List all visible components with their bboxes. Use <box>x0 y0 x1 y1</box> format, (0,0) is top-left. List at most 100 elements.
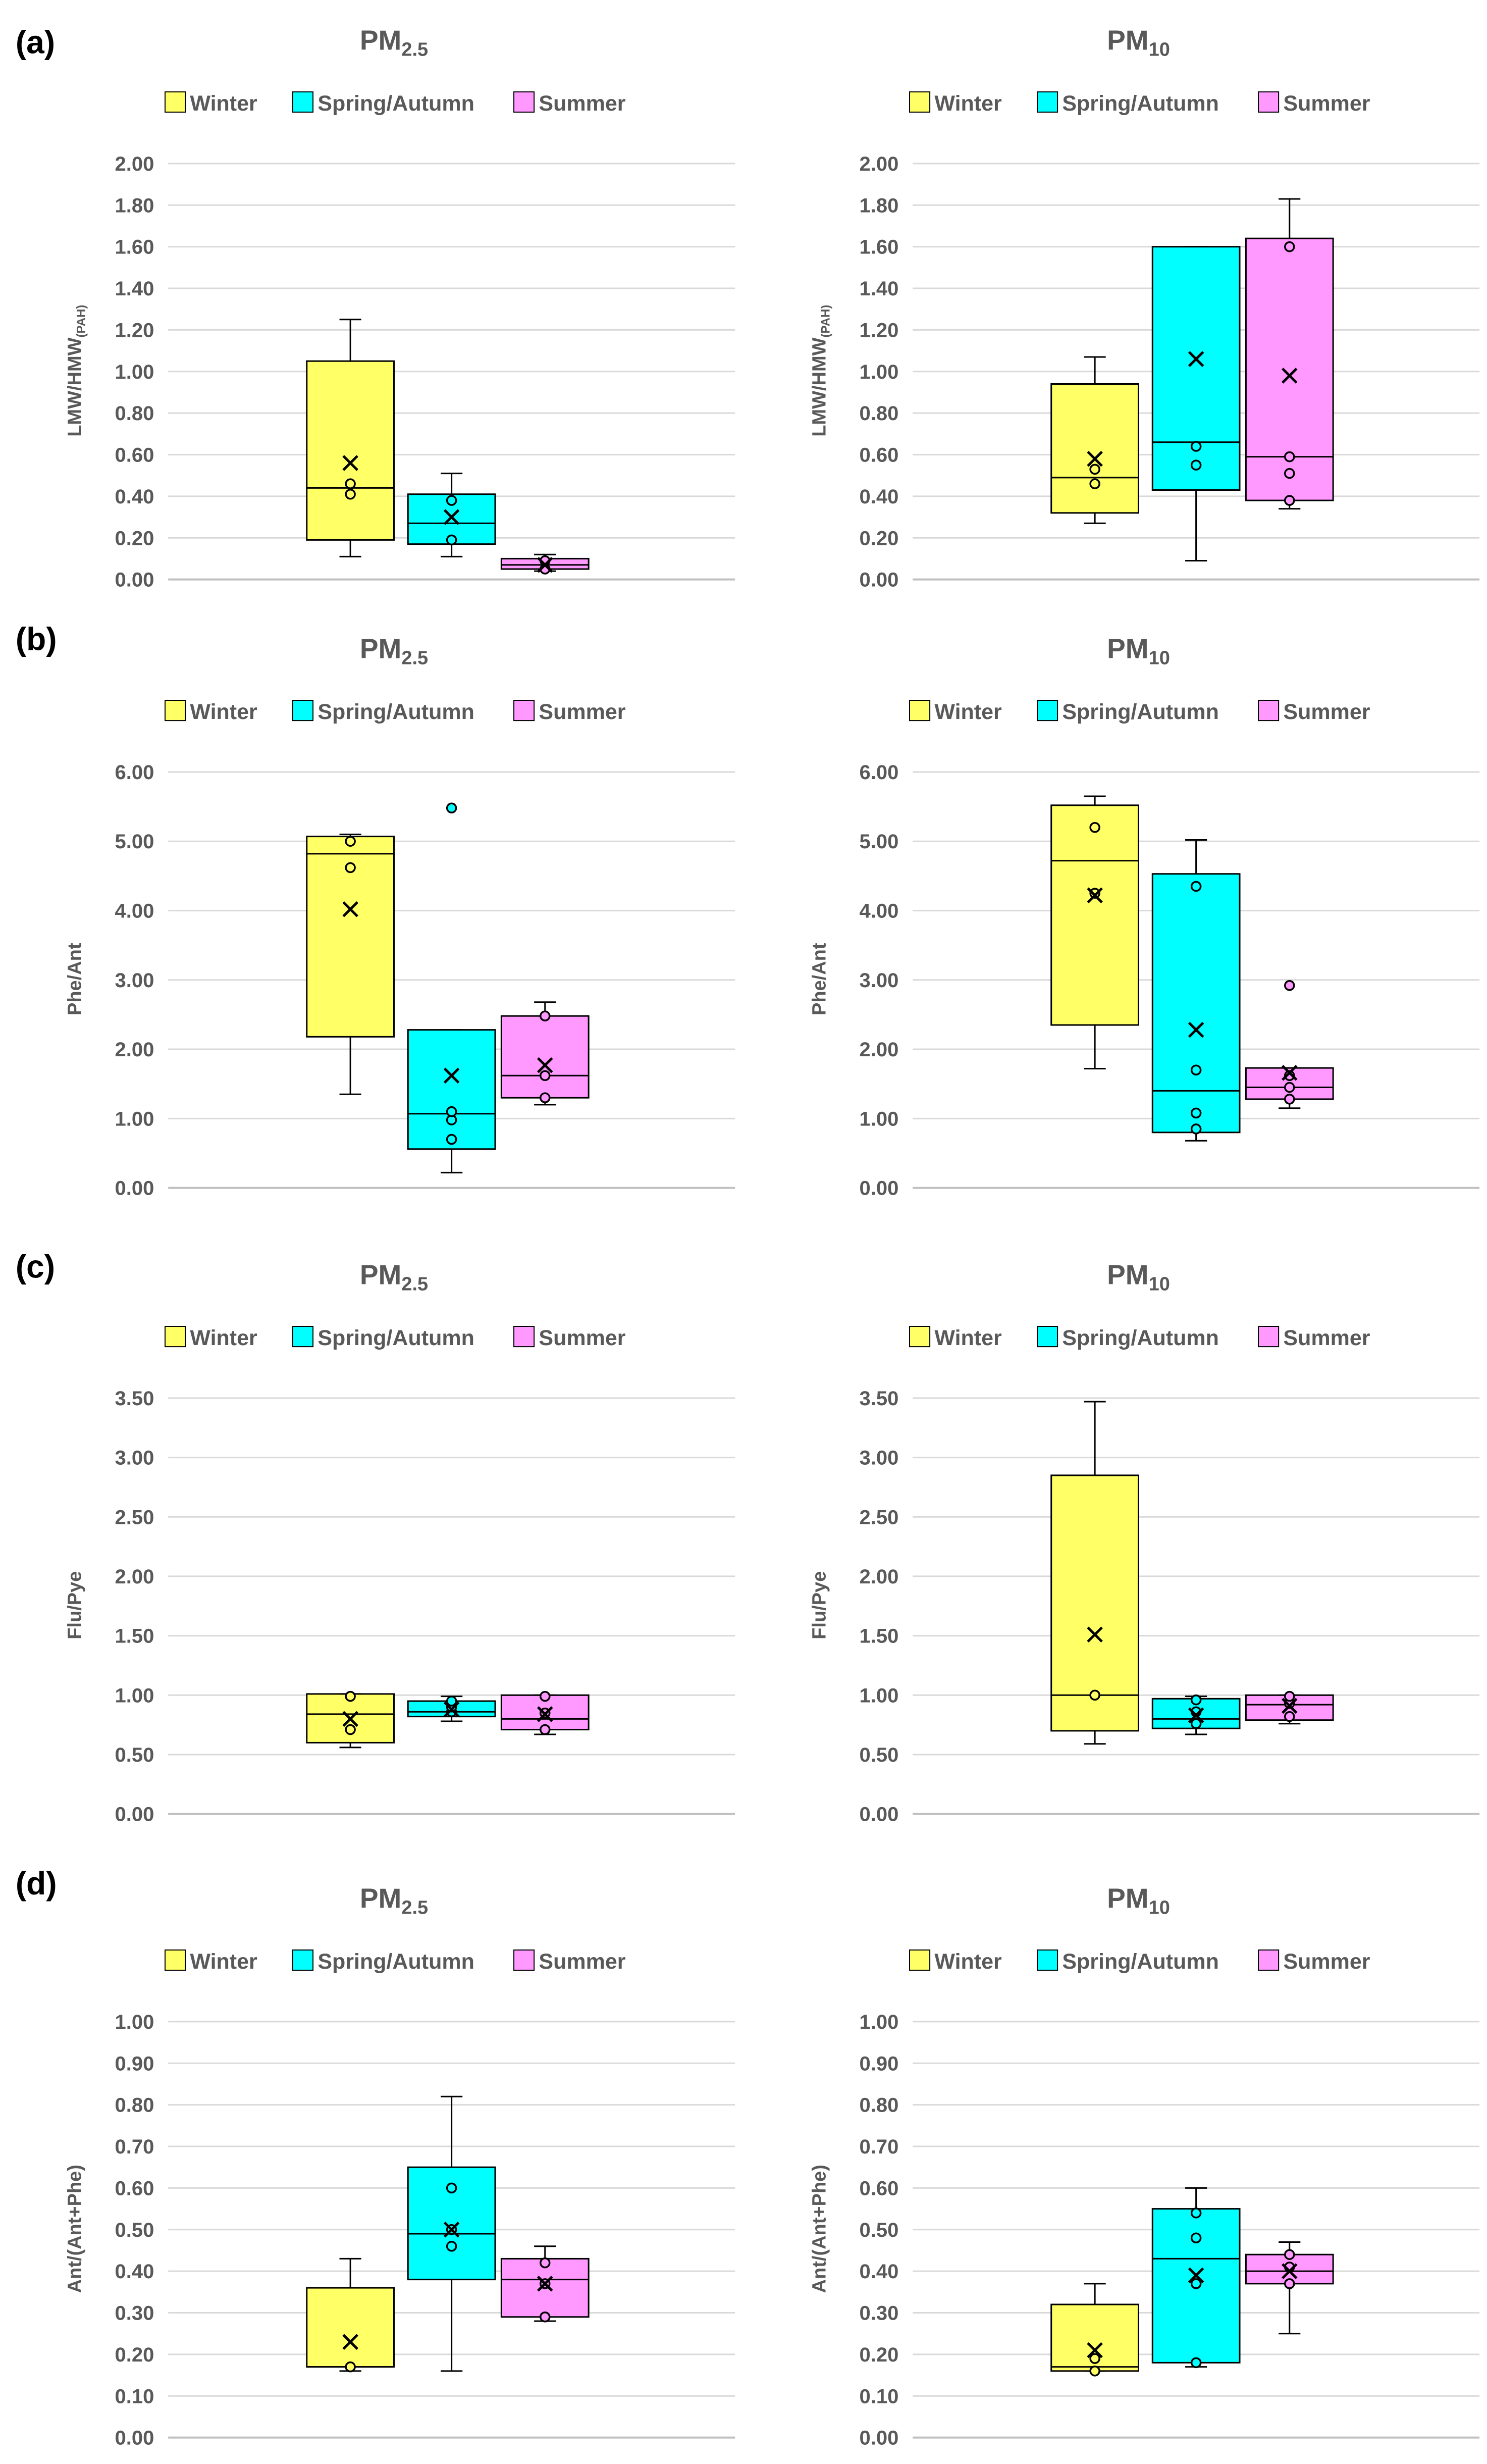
ytick-label: 0.30 <box>860 2302 899 2325</box>
panel-label: (c) <box>16 1249 55 1285</box>
ytick-label: 1.50 <box>860 1625 899 1648</box>
ytick-label: 0.20 <box>115 527 154 549</box>
panel-label: (a) <box>16 24 55 61</box>
ytick-label: 1.60 <box>860 236 899 259</box>
ytick-label: 0.50 <box>115 2219 154 2241</box>
legend-swatch-summer <box>513 1326 535 1348</box>
ytick-label: 0.30 <box>115 2302 154 2325</box>
ytick-label: 6.00 <box>860 761 899 784</box>
ytick-label: 0.00 <box>115 569 154 591</box>
ytick-label: 0.10 <box>115 2385 154 2407</box>
data-point <box>345 478 356 489</box>
ytick-label: 0.90 <box>115 2052 154 2075</box>
box-spring_autumn <box>407 473 496 557</box>
box-winter <box>306 2257 395 2373</box>
chart-1: PM2.5 Winter Spring/Autumn Summer 0.00 0.20 0.… <box>16 24 735 591</box>
data-point <box>1190 441 1202 452</box>
legend-label-winter: Winter <box>190 1326 257 1350</box>
legend-label-summer: Summer <box>1283 700 1370 724</box>
legend-swatch-winter <box>909 1326 931 1348</box>
data-point <box>446 2240 457 2252</box>
ytick-label: 2.00 <box>115 1566 154 1588</box>
ytick-label: 0.70 <box>115 2136 154 2158</box>
chart-title-base: PM <box>360 1883 402 1914</box>
mean-marker-stroke <box>1087 887 1103 904</box>
legend-swatch-summer <box>513 700 535 722</box>
mean-marker-stroke <box>342 2334 358 2350</box>
data-point <box>1284 495 1295 506</box>
data-point <box>446 2182 457 2194</box>
ytick-label: 0.40 <box>860 486 899 508</box>
mean-marker-stroke <box>443 2222 460 2238</box>
ytick-label: 0.00 <box>860 2427 899 2449</box>
data-point <box>1190 2357 1202 2369</box>
ytick-label: 0.80 <box>115 2094 154 2117</box>
chart-title-sub: 2.5 <box>401 39 428 61</box>
mean-marker-stroke <box>1281 2263 1298 2279</box>
chart-title: PM2.5 <box>360 25 428 61</box>
ytick-label: 1.00 <box>115 1684 154 1707</box>
chart-title-sub: 2.5 <box>401 1274 428 1295</box>
legend-label-spring_autumn: Spring/Autumn <box>1062 1949 1219 1974</box>
legend-label-winter: Winter <box>190 700 257 724</box>
mean-marker-stroke <box>537 1706 553 1722</box>
box-body <box>500 1015 590 1099</box>
ytick-label: 1.00 <box>115 1108 154 1130</box>
box-body <box>1050 804 1140 1026</box>
y-axis-label: Ant/(Ant+Phe) <box>64 2165 85 2293</box>
data-point <box>345 862 356 874</box>
ytick-label: 0.10 <box>860 2385 899 2407</box>
y-axis-label-main: LMW/HMW <box>809 337 830 436</box>
ytick-label: 2.00 <box>860 1566 899 1588</box>
ytick-label: 5.00 <box>115 831 154 853</box>
legend-label-spring_autumn: Spring/Autumn <box>317 700 474 724</box>
y-axis-label-sub: (PAH) <box>819 305 832 338</box>
legend-swatch-winter <box>165 1949 186 1971</box>
ytick-label: 0.80 <box>860 2094 899 2117</box>
y-axis-label: Phe/Ant <box>64 943 85 1015</box>
box-winter <box>306 319 395 557</box>
data-point <box>345 489 356 500</box>
mean-marker <box>1281 1064 1298 1081</box>
data-point <box>1284 1094 1295 1105</box>
ytick-label: 0.40 <box>115 2261 154 2283</box>
ytick-label: 0.50 <box>860 1744 899 1766</box>
ytick-label: 0.60 <box>115 444 154 467</box>
data-point <box>540 1724 551 1735</box>
chart-title-base: PM <box>1107 25 1149 56</box>
mean-marker-stroke <box>1188 1021 1204 1038</box>
ytick-label: 1.20 <box>860 319 899 341</box>
data-point <box>1284 2249 1295 2260</box>
box-spring_autumn <box>1151 2187 1241 2369</box>
ytick-label: 0.00 <box>860 1177 899 1200</box>
legend-swatch-spring_autumn <box>292 91 314 113</box>
ytick-label: 0.20 <box>860 2344 899 2366</box>
data-point <box>1190 459 1202 471</box>
legend-swatch-summer <box>513 1949 535 1971</box>
chart-title: PM2.5 <box>360 633 428 669</box>
ytick-label: 0.50 <box>115 1744 154 1766</box>
ytick-label: 1.00 <box>860 1684 899 1707</box>
ytick-label: 3.00 <box>115 969 154 992</box>
mean-marker-stroke <box>537 557 553 573</box>
data-point <box>1284 241 1295 252</box>
mean-marker-stroke <box>342 901 358 917</box>
data-point <box>1089 464 1100 475</box>
data-point <box>1284 980 1295 991</box>
ytick-label: 1.00 <box>860 1108 899 1130</box>
legend-swatch-winter <box>165 700 186 722</box>
legend-label-winter: Winter <box>934 1949 1002 1974</box>
ytick-label: 0.60 <box>115 2177 154 2199</box>
data-point <box>1284 451 1295 463</box>
legend-label-winter: Winter <box>934 1326 1002 1350</box>
box-winter <box>1050 1401 1140 1745</box>
data-point <box>540 1690 551 1702</box>
chart-title-base: PM <box>1107 1259 1149 1291</box>
data-point <box>345 2361 356 2373</box>
mean-marker <box>1188 351 1204 367</box>
data-point <box>1089 2353 1100 2364</box>
box-spring_autumn <box>1151 246 1241 562</box>
legend-label-spring_autumn: Spring/Autumn <box>1062 700 1219 724</box>
mean-marker <box>537 2276 553 2292</box>
